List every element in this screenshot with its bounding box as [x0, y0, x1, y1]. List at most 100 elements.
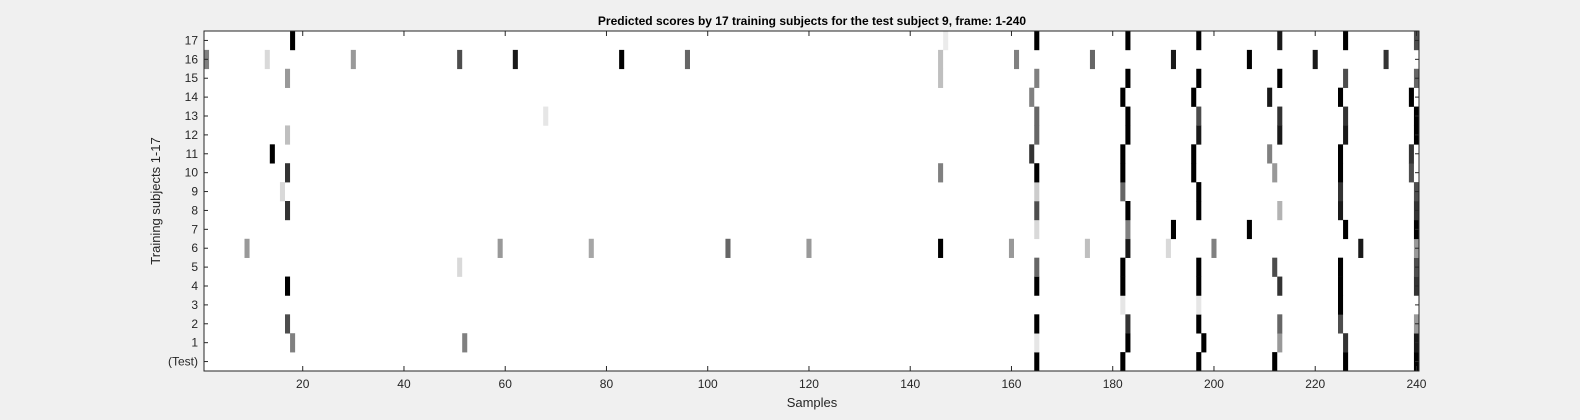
- heatmap-cell: [1277, 106, 1283, 126]
- heatmap-cell: [1277, 276, 1283, 296]
- heatmap-cell: [1125, 219, 1131, 240]
- heatmap-cell: [1338, 201, 1344, 221]
- heatmap-cell: [806, 238, 812, 258]
- heatmap-cell: [1277, 333, 1283, 353]
- heatmap-cell: [1343, 352, 1349, 372]
- heatmap-cell: [244, 238, 250, 258]
- heatmap-cell: [1008, 238, 1014, 258]
- heatmap-cell: [1034, 276, 1040, 296]
- heatmap-cell: [290, 31, 296, 51]
- heatmap-cell: [285, 68, 291, 88]
- y-tick-label: 2: [191, 317, 198, 331]
- heatmap-cell: [1029, 87, 1035, 107]
- heatmap-cell: [1014, 49, 1020, 70]
- heatmap-cell: [1034, 257, 1040, 277]
- heatmap-cell: [1034, 68, 1040, 88]
- heatmap-cell: [1196, 352, 1202, 372]
- heatmap-cell: [619, 49, 625, 70]
- heatmap-cell: [1120, 257, 1126, 277]
- x-tick-label: 160: [1001, 377, 1021, 391]
- heatmap-cell: [1034, 314, 1040, 334]
- heatmap-cell: [1191, 144, 1197, 164]
- heatmap-cell: [1211, 238, 1217, 258]
- heatmap-cell: [1120, 87, 1126, 107]
- heatmap-cell: [1338, 314, 1344, 334]
- heatmap-cell: [1267, 87, 1273, 107]
- heatmap-cell: [1125, 333, 1131, 353]
- heatmap-cell: [1034, 201, 1040, 221]
- heatmap-cell: [1125, 31, 1131, 51]
- heatmap-cell: [285, 125, 291, 145]
- heatmap-cell: [1120, 276, 1126, 296]
- heatmap-cell: [1034, 125, 1040, 145]
- y-tick-label: 16: [185, 52, 199, 66]
- heatmap-cell: [938, 49, 944, 70]
- heatmap-cell: [943, 31, 949, 51]
- heatmap-cell: [1343, 106, 1349, 126]
- heatmap-cell: [1029, 144, 1035, 164]
- heatmap-cell: [1125, 238, 1131, 258]
- heatmap-cell: [684, 49, 690, 70]
- heatmap-cell: [279, 182, 285, 202]
- heatmap-cell: [1196, 106, 1202, 126]
- x-tick-label: 20: [296, 377, 310, 391]
- heatmap-cell: [1125, 106, 1131, 126]
- heatmap-cell: [1125, 201, 1131, 221]
- x-tick-label: 120: [799, 377, 819, 391]
- x-tick-label: 100: [698, 377, 718, 391]
- heatmap-cell: [1120, 295, 1126, 315]
- heatmap-cell: [1267, 144, 1273, 164]
- y-tick-label: 10: [185, 166, 199, 180]
- y-tick-label: 4: [191, 279, 198, 293]
- heatmap-cell: [462, 333, 468, 353]
- heatmap-cell: [457, 257, 463, 277]
- x-tick-label: 180: [1103, 377, 1123, 391]
- heatmap-cell: [1343, 68, 1349, 88]
- y-tick-label: 7: [191, 222, 198, 236]
- heatmap-cell: [1246, 219, 1252, 240]
- heatmap-cell: [1034, 219, 1040, 240]
- heatmap-cell: [285, 163, 291, 183]
- heatmap-cell: [512, 49, 518, 70]
- heatmap-cell: [1120, 182, 1126, 202]
- y-tick-label: 17: [185, 33, 199, 47]
- plot-area: [204, 31, 1419, 371]
- x-tick-label: 40: [397, 377, 411, 391]
- heatmap-cell: [1338, 144, 1344, 164]
- heatmap-cell: [1196, 68, 1202, 88]
- y-tick-label: 8: [191, 203, 198, 217]
- heatmap-cell: [938, 163, 944, 183]
- heatmap-cell: [1408, 144, 1414, 164]
- heatmap-cell: [1277, 125, 1283, 145]
- heatmap-cell: [1191, 163, 1197, 183]
- y-tick-label: 6: [191, 241, 198, 255]
- y-tick-label: 14: [185, 90, 199, 104]
- heatmap-cell: [1084, 238, 1090, 258]
- y-tick-label: 3: [191, 298, 198, 312]
- heatmap-cell: [1125, 68, 1131, 88]
- heatmap-cell: [350, 49, 356, 70]
- x-axis-label: Samples: [787, 395, 838, 410]
- heatmap-cell: [1196, 125, 1202, 145]
- heatmap-cell: [1408, 87, 1414, 107]
- heatmap-cell: [1034, 163, 1040, 183]
- heatmap-cell: [1383, 49, 1389, 70]
- heatmap-cell: [290, 333, 296, 353]
- y-tick-label: (Test): [168, 355, 198, 369]
- heatmap-cell: [543, 106, 549, 126]
- x-axis: 20 40 60 80 100 120 140 160 180 200 220 240: [296, 31, 1427, 391]
- heatmap-cell: [1272, 163, 1278, 183]
- heatmap-cell: [1034, 333, 1040, 353]
- heatmap-cell: [1338, 257, 1344, 277]
- y-tick-label: 15: [185, 71, 199, 85]
- heatmap-cell: [1170, 219, 1176, 240]
- heatmap-cell: [1120, 163, 1126, 183]
- heatmap-cell: [497, 238, 503, 258]
- heatmap-cell: [1338, 87, 1344, 107]
- heatmap-cell: [285, 314, 291, 334]
- heatmap-cell: [1196, 295, 1202, 315]
- heatmap-cell: [1408, 163, 1414, 183]
- heatmap-cell: [285, 276, 291, 296]
- y-tick-label: 5: [191, 260, 198, 274]
